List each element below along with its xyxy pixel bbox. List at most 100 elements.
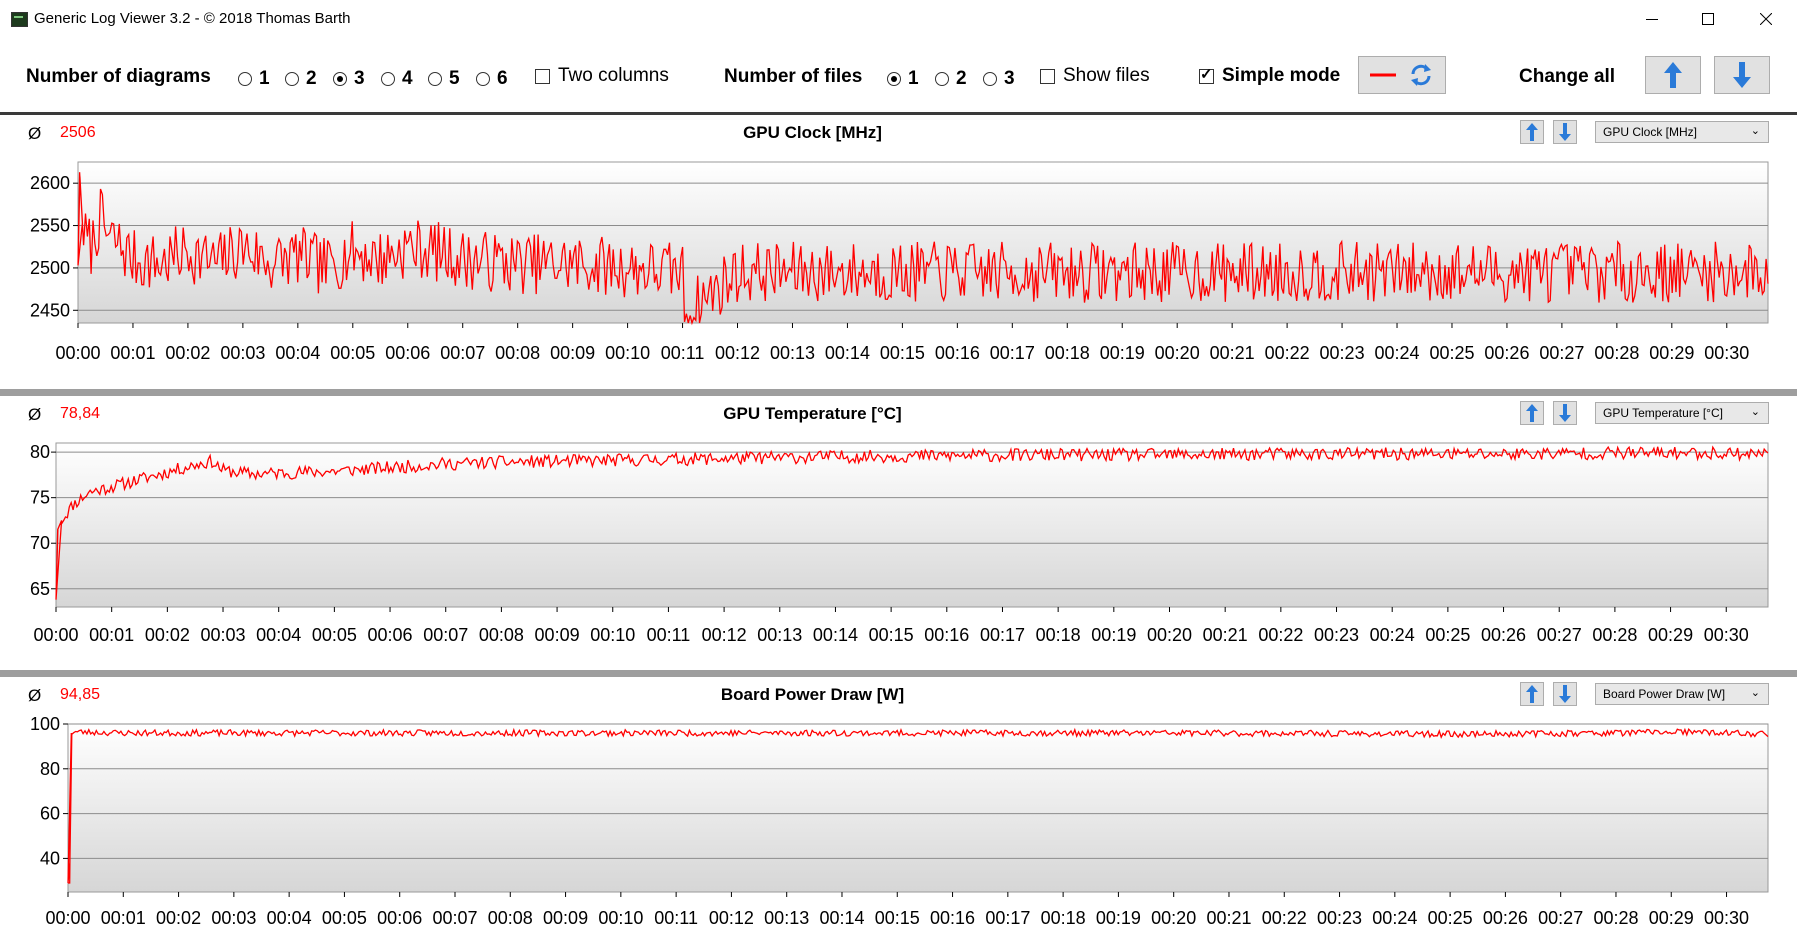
x-tick-label: 00:04 — [256, 625, 301, 645]
x-tick-label: 00:12 — [715, 343, 760, 363]
arrow-down-icon — [1733, 62, 1751, 88]
x-tick-label: 00:13 — [757, 625, 802, 645]
x-tick-label: 00:16 — [924, 625, 969, 645]
metric-select[interactable]: GPU Temperature [°C] ⌄ — [1595, 402, 1769, 424]
radio-circle — [476, 72, 490, 86]
x-tick-label: 00:29 — [1649, 908, 1694, 928]
x-tick-label: 00:14 — [825, 343, 870, 363]
radio-circle-selected — [887, 72, 901, 86]
x-tick-label: 00:04 — [267, 908, 312, 928]
average-value: 94,85 — [60, 686, 101, 703]
plot-area — [67, 723, 1769, 893]
x-tick-label: 00:04 — [275, 343, 320, 363]
average-value: 78,84 — [60, 405, 101, 422]
x-tick-label: 00:15 — [869, 625, 914, 645]
files-radio-3[interactable]: 3 — [983, 68, 1015, 90]
x-tick-label: 00:19 — [1096, 908, 1141, 928]
x-tick-label: 00:21 — [1203, 625, 1248, 645]
average-symbol: Ø — [28, 124, 42, 143]
y-tick-label: 2600 — [30, 173, 70, 193]
arrow-up-icon — [1526, 404, 1538, 422]
x-tick-label: 00:03 — [201, 625, 246, 645]
toolbar-separator — [0, 112, 1797, 115]
diagrams-radio-6[interactable]: 6 — [476, 68, 508, 90]
metric-select[interactable]: Board Power Draw [W] ⌄ — [1595, 683, 1769, 705]
files-label: Number of files — [724, 66, 863, 87]
simple-mode-checkbox[interactable]: Simple mode — [1199, 65, 1340, 87]
diagrams-radio-4[interactable]: 4 — [381, 68, 413, 90]
x-tick-label: 00:18 — [1041, 908, 1086, 928]
diagrams-radio-1[interactable]: 1 — [238, 68, 270, 90]
move-all-up-button[interactable] — [1645, 56, 1701, 94]
x-tick-label: 00:06 — [377, 908, 422, 928]
files-radio-2[interactable]: 2 — [935, 68, 967, 90]
files-radio-1[interactable]: 1 — [887, 68, 919, 90]
x-tick-label: 00:10 — [590, 625, 635, 645]
maximize-button[interactable] — [1680, 0, 1736, 38]
move-all-down-button[interactable] — [1714, 56, 1770, 94]
x-tick-label: 00:23 — [1317, 908, 1362, 928]
y-tick-label: 2500 — [30, 258, 70, 278]
x-tick-label: 00:08 — [479, 625, 524, 645]
arrow-down-icon — [1559, 404, 1571, 422]
x-tick-label: 00:22 — [1262, 908, 1307, 928]
move-up-button[interactable] — [1520, 401, 1544, 425]
x-tick-label: 00:09 — [535, 625, 580, 645]
line-style-refresh-button[interactable] — [1358, 56, 1446, 94]
x-tick-label: 00:27 — [1539, 343, 1584, 363]
x-tick-label: 00:26 — [1484, 343, 1529, 363]
x-tick-label: 00:06 — [368, 625, 413, 645]
x-tick-label: 00:24 — [1370, 625, 1415, 645]
radio-circle — [428, 72, 442, 86]
move-down-button[interactable] — [1553, 120, 1577, 144]
plot-area — [77, 161, 1769, 324]
x-tick-label: 00:07 — [423, 625, 468, 645]
x-tick-label: 00:30 — [1704, 908, 1749, 928]
x-tick-label: 00:29 — [1649, 343, 1694, 363]
x-tick-label: 00:25 — [1429, 343, 1474, 363]
x-tick-label: 00:09 — [543, 908, 588, 928]
window-title: Generic Log Viewer 3.2 - © 2018 Thomas B… — [34, 10, 351, 27]
move-up-button[interactable] — [1520, 682, 1544, 706]
panel-separator[interactable] — [0, 389, 1797, 396]
diagrams-radio-3[interactable]: 3 — [333, 68, 365, 90]
gpu-clock-chart: 2450 2500 2550 2600 00:00 00:01 00:02 00:03 00:0… — [30, 161, 1769, 363]
diagrams-radio-5[interactable]: 5 — [428, 68, 460, 90]
radio-circle — [381, 72, 395, 86]
arrow-up-icon — [1664, 62, 1682, 88]
close-button[interactable] — [1738, 0, 1794, 38]
diagram-title: GPU Temperature [°C] — [723, 404, 902, 423]
move-up-button[interactable] — [1520, 120, 1544, 144]
y-tick-label: 70 — [30, 533, 50, 553]
x-tick-label: 00:02 — [145, 625, 190, 645]
chevron-down-icon: ⌄ — [1750, 687, 1760, 699]
gpu-temperature-chart: 65 70 75 80 00:00 00:01 00:02 00:03 00:04 00:05 00… — [30, 442, 1769, 645]
x-tick-label: 00:21 — [1206, 908, 1251, 928]
average-symbol: Ø — [28, 686, 42, 705]
checkbox-box — [1040, 68, 1055, 84]
x-tick-label: 00:05 — [312, 625, 357, 645]
panel-separator[interactable] — [0, 670, 1797, 677]
x-tick-label: 00:12 — [709, 908, 754, 928]
move-down-button[interactable] — [1553, 682, 1577, 706]
two-columns-checkbox[interactable]: Two columns — [535, 65, 669, 87]
show-files-checkbox[interactable]: Show files — [1040, 65, 1150, 87]
series-line — [77, 172, 1769, 326]
x-tick-label: 00:03 — [211, 908, 256, 928]
x-tick-label: 00:23 — [1314, 625, 1359, 645]
chevron-down-icon: ⌄ — [1750, 125, 1760, 137]
x-tick-label: 00:18 — [1036, 625, 1081, 645]
red-line-icon — [1370, 73, 1396, 77]
title-bar: Generic Log Viewer 3.2 - © 2018 Thomas B… — [0, 0, 1797, 38]
arrow-down-icon — [1559, 685, 1571, 703]
x-tick-label: 00:11 — [654, 908, 698, 928]
metric-select[interactable]: GPU Clock [MHz] ⌄ — [1595, 121, 1769, 143]
y-tick-label: 2450 — [30, 300, 70, 320]
change-all-label: Change all — [1519, 66, 1616, 87]
diagram-panel-board-power: Ø 94,85 Board Power Draw [W] Board Power… — [0, 677, 1797, 952]
x-tick-label: 00:15 — [880, 343, 925, 363]
x-tick-label: 00:18 — [1045, 343, 1090, 363]
minimize-button[interactable] — [1624, 0, 1680, 38]
move-down-button[interactable] — [1553, 401, 1577, 425]
diagrams-radio-2[interactable]: 2 — [285, 68, 317, 90]
